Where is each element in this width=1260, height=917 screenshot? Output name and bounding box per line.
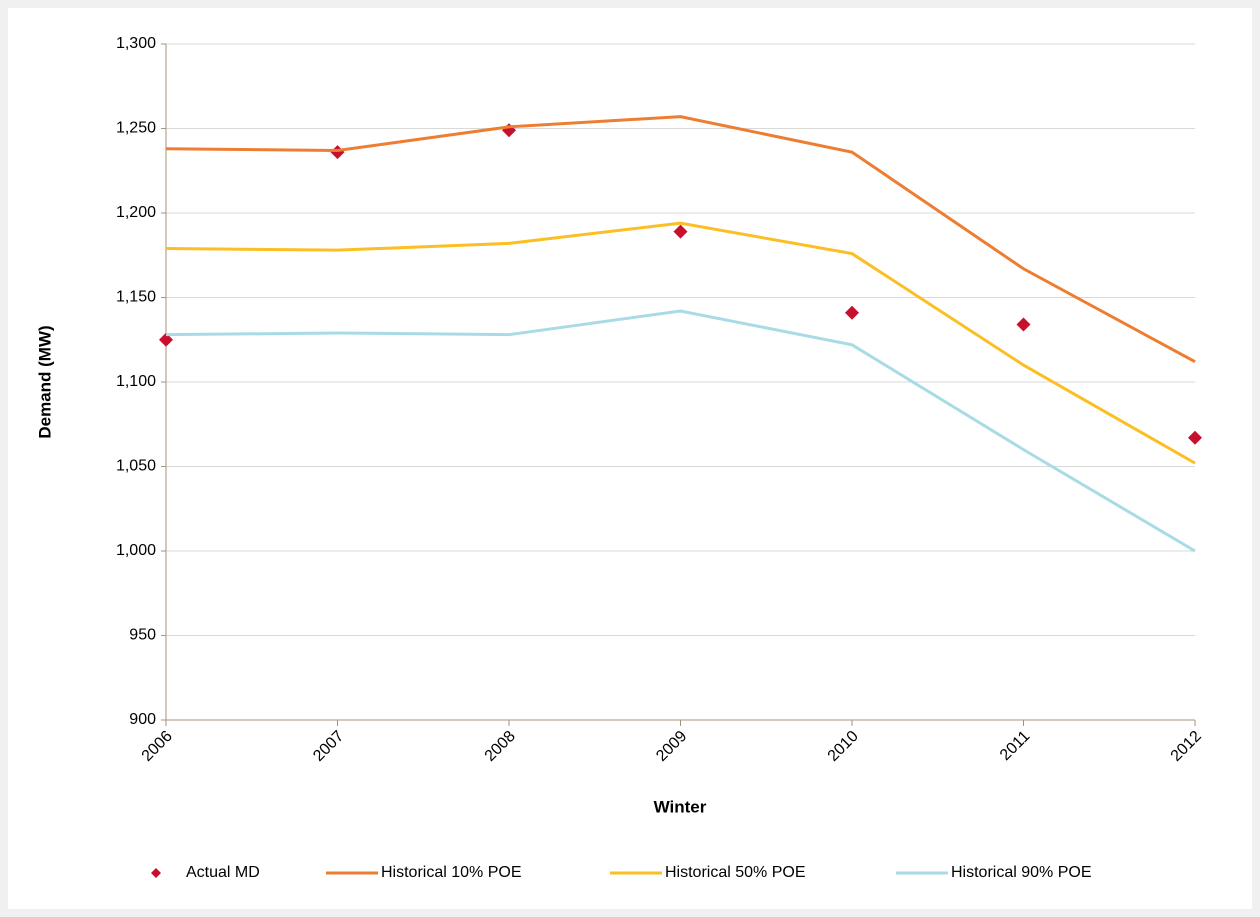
- series-line: [165, 309, 1196, 553]
- y-tick-label: 1,300: [116, 35, 156, 52]
- chart-background: [8, 8, 1252, 909]
- legend-label: Actual MD: [186, 864, 260, 881]
- data-point: [1188, 430, 1202, 445]
- y-tick-label: 1,150: [116, 289, 156, 306]
- legend-marker: [151, 868, 161, 878]
- data-point: [673, 224, 688, 239]
- x-axis-title: Winter: [654, 797, 707, 816]
- y-tick-label: 1,250: [116, 120, 156, 137]
- legend-label: Historical 50% POE: [665, 864, 806, 881]
- y-tick-label: 1,000: [116, 542, 156, 559]
- y-tick-label: 950: [129, 627, 156, 644]
- legend-label: Historical 10% POE: [381, 864, 522, 881]
- data-point: [1016, 317, 1031, 332]
- data-point: [159, 332, 173, 347]
- y-tick-label: 1,200: [116, 204, 156, 221]
- data-point: [845, 305, 859, 320]
- legend-label: Historical 90% POE: [951, 864, 1092, 881]
- y-tick-label: 900: [129, 711, 156, 728]
- series-line: [165, 115, 1196, 364]
- series-line: [165, 221, 1196, 465]
- y-axis-title: Demand (MW): [35, 325, 54, 438]
- y-tick-label: 1,100: [116, 373, 156, 390]
- y-tick-label: 1,050: [116, 458, 156, 475]
